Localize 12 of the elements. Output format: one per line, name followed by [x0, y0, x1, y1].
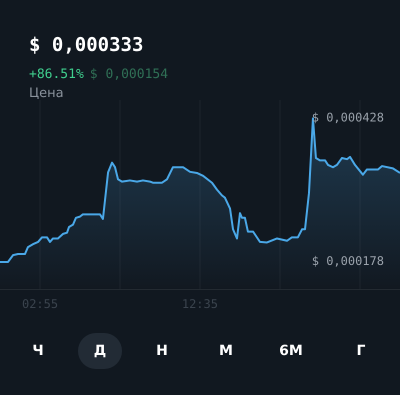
text: +86.51%	[29, 67, 84, 82]
text: Д	[78, 333, 122, 369]
y-axis-title: Цена	[29, 86, 64, 101]
text: 6М	[278, 342, 304, 361]
text: М	[218, 342, 234, 361]
text: Н	[155, 342, 169, 361]
text: Г	[356, 342, 366, 361]
y-tick-label: $ 0,000178	[312, 254, 384, 268]
text: Ч	[31, 342, 45, 361]
text: $ 0,000154	[90, 67, 168, 82]
chart-title: $ 0,000333	[29, 34, 144, 56]
y-tick-label: $ 0,000428	[312, 110, 384, 125]
